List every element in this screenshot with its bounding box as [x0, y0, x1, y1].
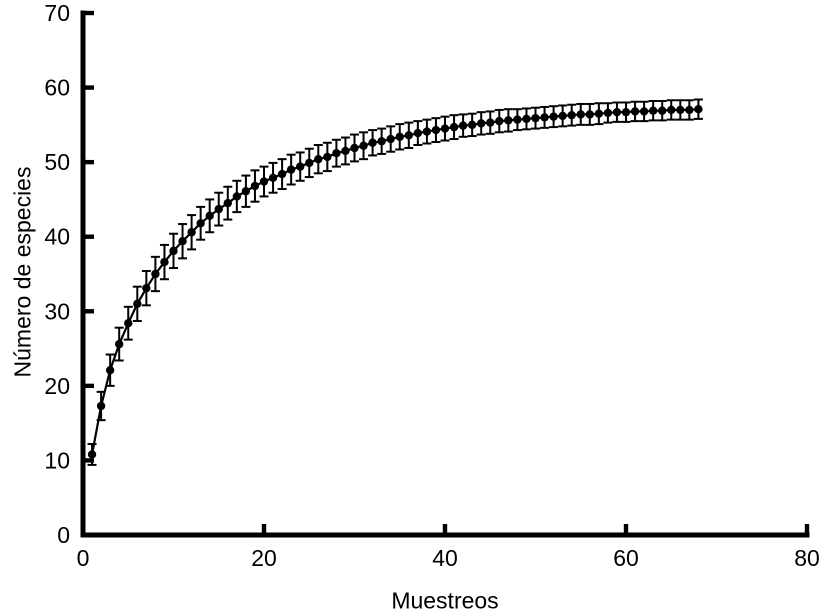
data-point — [250, 181, 260, 191]
y-tick-label: 30 — [44, 298, 70, 324]
data-point — [341, 146, 350, 156]
data-point — [486, 118, 495, 127]
data-point — [296, 162, 305, 171]
data-point — [467, 120, 477, 130]
data-point — [658, 106, 667, 115]
x-tick-label: 20 — [251, 545, 277, 571]
data-point — [440, 124, 450, 133]
y-tick-label: 40 — [44, 224, 70, 250]
data-point — [567, 110, 576, 120]
x-tick-label: 80 — [794, 545, 820, 571]
y-tick-label: 50 — [44, 149, 70, 175]
data-point — [187, 228, 196, 237]
data-point — [323, 152, 332, 162]
data-point — [105, 365, 115, 375]
data-point — [142, 283, 151, 293]
data-point — [449, 122, 459, 132]
y-tick-label: 20 — [44, 373, 70, 399]
data-point — [350, 143, 359, 153]
data-point — [522, 114, 531, 124]
data-point — [96, 401, 106, 411]
data-point — [368, 138, 377, 147]
data-point — [223, 198, 232, 208]
data-point — [386, 134, 395, 144]
data-point — [576, 110, 585, 119]
data-point — [667, 105, 676, 115]
data-point — [531, 113, 540, 123]
data-point — [241, 187, 251, 196]
data-point — [676, 105, 685, 115]
data-point — [151, 269, 160, 279]
data-point — [87, 450, 97, 459]
data-point — [413, 128, 423, 138]
data-point — [404, 131, 413, 140]
x-axis-title: Muestreos — [391, 587, 499, 612]
data-point — [585, 110, 594, 119]
data-point — [305, 158, 314, 168]
data-point — [178, 236, 187, 246]
data-point — [603, 108, 613, 118]
data-point — [685, 105, 694, 115]
data-point — [314, 154, 323, 164]
data-point — [558, 111, 567, 121]
y-tick-label: 10 — [44, 447, 70, 473]
data-point — [259, 177, 269, 186]
y-tick-label: 70 — [44, 0, 70, 26]
data-point — [422, 127, 432, 136]
y-axis-title: Número de especies — [9, 166, 36, 378]
y-tick-label: 60 — [44, 75, 70, 101]
x-tick-label: 40 — [432, 545, 458, 571]
data-point — [513, 115, 522, 124]
x-tick-label: 60 — [613, 545, 639, 571]
data-point — [124, 319, 133, 328]
data-point — [630, 107, 640, 116]
data-point — [115, 339, 124, 349]
data-point — [196, 219, 205, 228]
data-point — [395, 132, 404, 141]
data-point — [160, 257, 169, 267]
data-point — [477, 119, 486, 128]
data-point — [232, 192, 242, 201]
data-point — [205, 211, 214, 221]
data-point — [549, 112, 558, 121]
data-point — [648, 106, 658, 115]
data-point — [133, 299, 142, 309]
data-point — [431, 125, 441, 135]
x-tick-label: 0 — [77, 545, 90, 571]
data-point — [214, 204, 223, 214]
data-point — [359, 141, 368, 150]
data-point — [594, 109, 604, 118]
data-point — [268, 173, 278, 183]
data-point — [377, 137, 386, 146]
data-point — [495, 116, 504, 126]
data-point — [694, 104, 703, 114]
y-tick-label: 0 — [57, 522, 70, 548]
data-point — [458, 121, 468, 130]
series-line — [90, 108, 699, 455]
data-point — [332, 148, 341, 158]
data-point — [621, 107, 631, 117]
data-point — [286, 165, 296, 174]
data-point — [540, 113, 549, 122]
data-point — [612, 107, 622, 117]
data-point — [169, 246, 178, 256]
data-point — [277, 169, 287, 179]
data-point — [639, 107, 649, 116]
data-point — [504, 116, 513, 125]
